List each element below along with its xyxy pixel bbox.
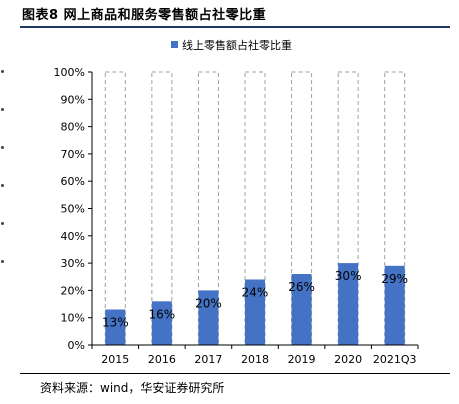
bar-data-label: 29% (381, 272, 408, 286)
y-tick-label: 70% (61, 148, 85, 161)
figure-title: 图表8 网上商品和服务零售额占社零比重 (22, 8, 267, 23)
y-tick-label: 10% (61, 312, 85, 325)
y-tick-label: 50% (61, 203, 85, 216)
y-axis: 0% 10% 20% 30% 40% 50% 60% 70% 80% 90% 100% (54, 66, 93, 352)
legend-label: 线上零售额占社零比重 (182, 38, 292, 52)
bar-data-label: 24% (242, 285, 269, 299)
y-tick-label: 0% (68, 339, 85, 352)
x-tick-label: 2019 (288, 353, 316, 366)
x-tick-label: 2018 (241, 353, 269, 366)
bar-series: 13% 16% 20% 24% 26% 30% 29% (102, 71, 408, 346)
legend-swatch (171, 41, 178, 48)
chart-legend: 线上零售额占社零比重 (171, 38, 292, 52)
bar (151, 301, 172, 345)
bar (338, 263, 359, 345)
x-tick-label: 2021Q3 (373, 353, 417, 366)
y-tick-label: 60% (61, 175, 85, 188)
bar-data-label: 26% (288, 280, 315, 294)
bar (384, 265, 405, 345)
bar-chart: 线上零售额占社零比重 0% 10% 20% 30% 40% 50% 60% 70% 80% 90%… (54, 38, 419, 366)
x-tick-label: 2016 (148, 353, 176, 366)
y-tick-label: 90% (61, 93, 85, 106)
x-tick-label: 2017 (194, 353, 222, 366)
x-tick-label: 2015 (101, 353, 129, 366)
bar (105, 309, 126, 345)
x-tick-label: 2020 (334, 353, 362, 366)
y-tick-label: 80% (61, 121, 85, 134)
bar (198, 290, 219, 345)
bar (245, 279, 265, 345)
bar-data-label: 20% (195, 296, 222, 310)
x-axis: 2015 2016 2017 2018 2019 2020 2021Q3 (91, 344, 419, 366)
title-rule (20, 26, 450, 28)
y-tick-label: 40% (61, 230, 85, 243)
source-note: 资料来源：wind，华安证券研究所 (40, 381, 225, 395)
y-tick-label: 100% (54, 66, 85, 79)
bar-data-label: 13% (102, 316, 129, 330)
y-tick-label: 20% (61, 284, 85, 297)
bar (291, 274, 312, 345)
y-tick-label: 30% (61, 257, 85, 270)
bar-data-label: 16% (149, 307, 176, 321)
bar-data-label: 30% (335, 269, 362, 283)
bar-capacity-outline (104, 71, 126, 346)
bottom-rule (20, 373, 450, 374)
page-margin-dots (0, 70, 6, 290)
